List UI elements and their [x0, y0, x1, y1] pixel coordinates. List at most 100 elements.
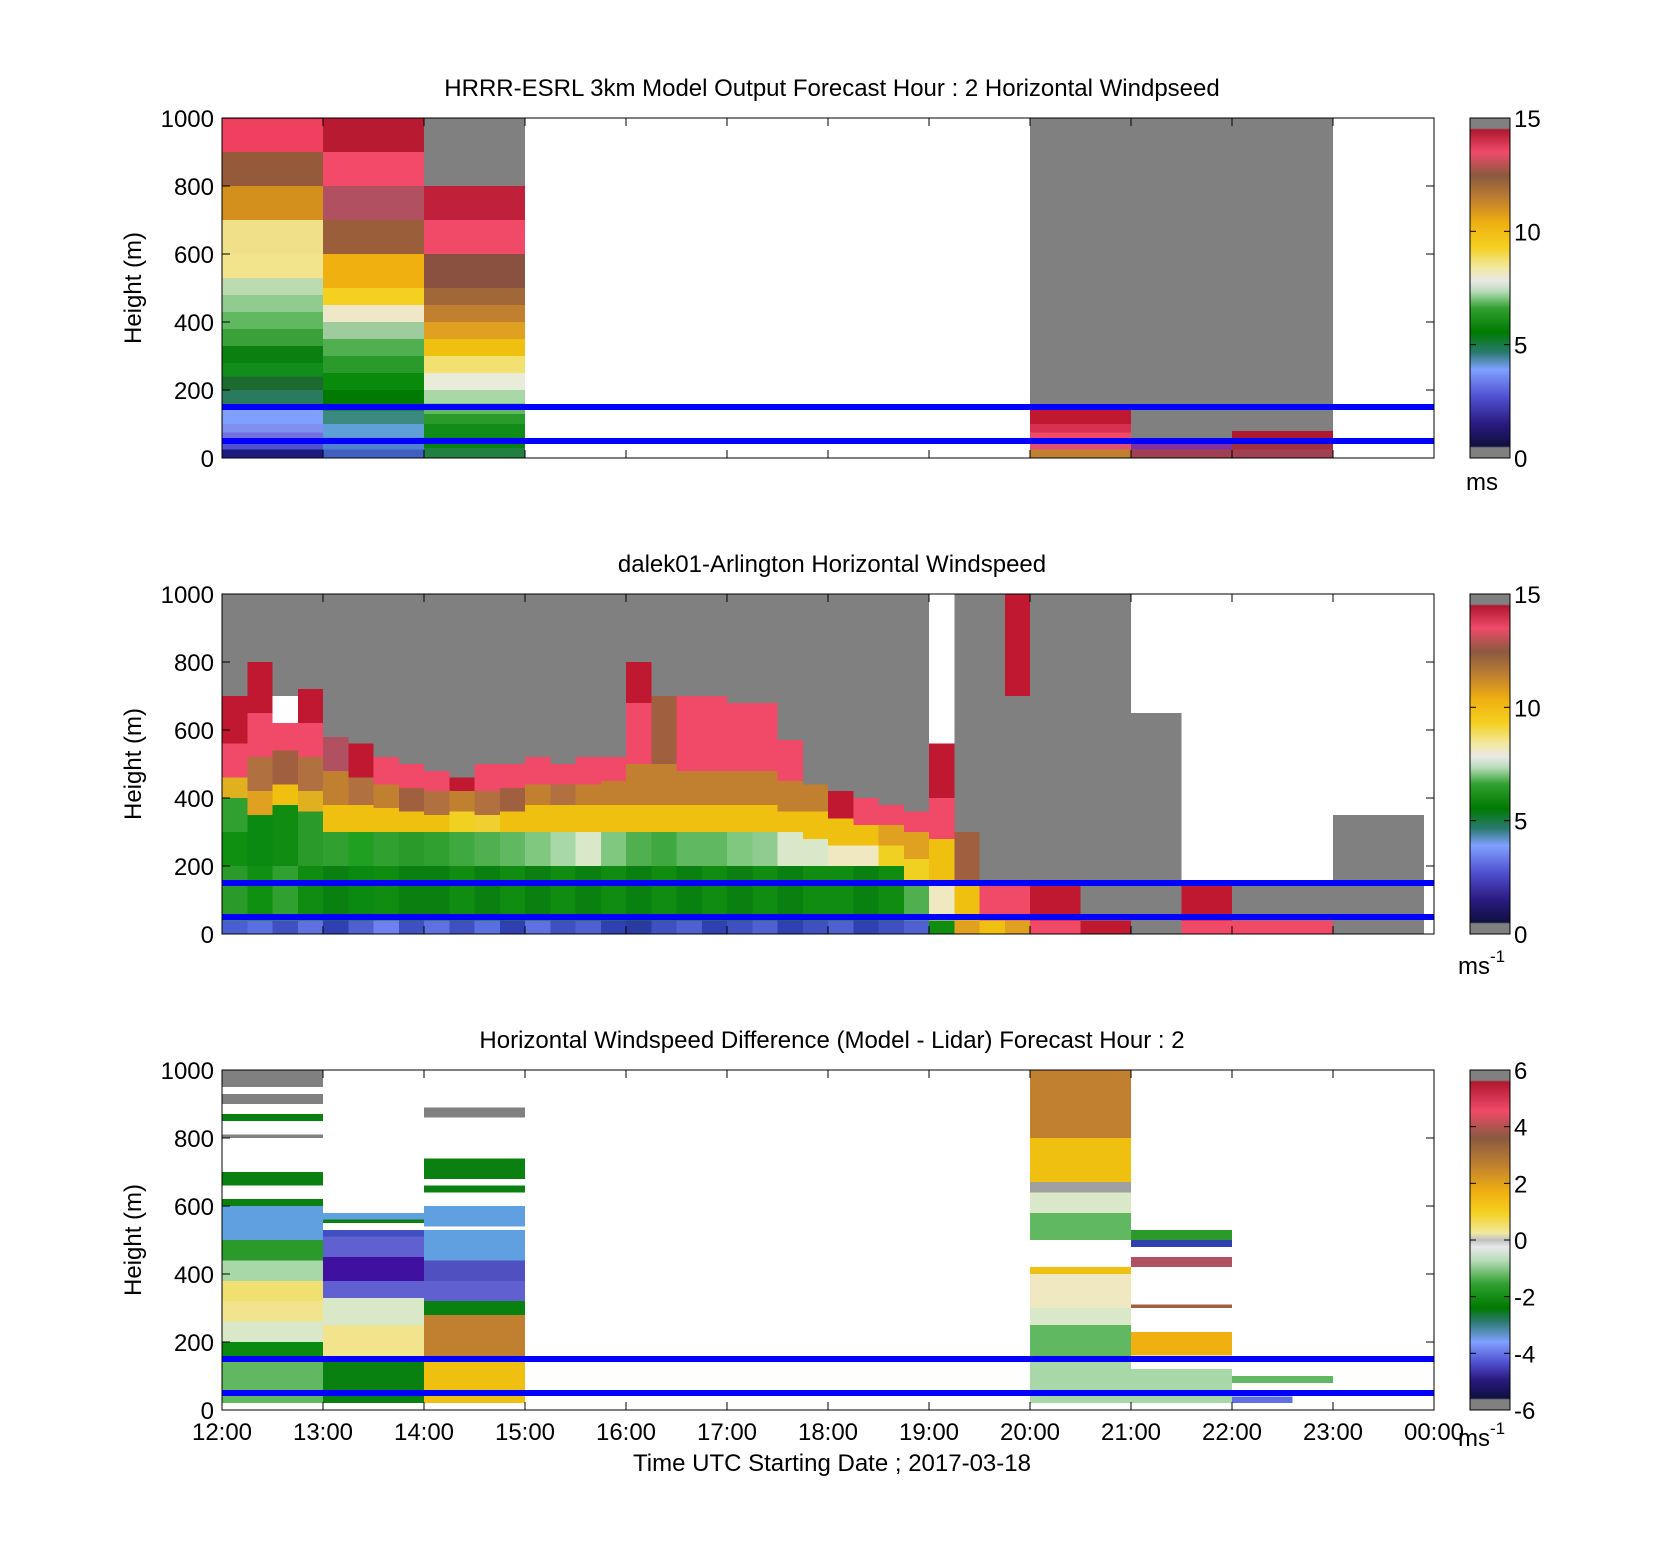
heatmap-cell	[853, 825, 879, 846]
heatmap-cell	[853, 594, 879, 798]
heatmap-cell	[752, 770, 778, 805]
heatmap-cell	[752, 832, 778, 866]
heatmap-cell	[1131, 441, 1232, 450]
heatmap-cell	[272, 920, 298, 934]
heatmap-cell	[600, 920, 626, 934]
heatmap-cell	[802, 866, 828, 921]
heatmap-cell	[222, 866, 248, 921]
y-tick-label: 400	[174, 310, 214, 337]
heatmap-cell	[424, 1206, 525, 1227]
heatmap-cell	[474, 920, 500, 934]
heatmap-cell	[1030, 449, 1131, 458]
heatmap-cell	[424, 118, 525, 186]
heatmap-cell	[1030, 424, 1131, 433]
heatmap-cell	[348, 777, 374, 805]
heatmap-cell	[323, 1280, 424, 1298]
heatmap-cell	[323, 424, 424, 438]
heatmap-cell	[222, 1206, 323, 1240]
heatmap-cell	[525, 920, 551, 934]
heatmap-cell	[1131, 1304, 1232, 1308]
y-tick-label: 400	[174, 786, 214, 813]
heatmap-cell	[323, 920, 349, 934]
heatmap-cell	[323, 373, 424, 390]
heatmap-cell	[222, 186, 323, 220]
heatmap-cell	[777, 781, 803, 812]
heatmap-cell	[247, 662, 273, 713]
y-tick-label: 200	[174, 378, 214, 405]
heatmap-cell	[348, 866, 374, 921]
heatmap-cell	[1333, 815, 1424, 883]
heatmap-cell	[1030, 1359, 1131, 1404]
heatmap-cell	[272, 696, 298, 724]
y-tick-label: 0	[201, 1398, 214, 1425]
heatmap-cell	[398, 811, 424, 832]
heatmap-cell	[247, 791, 273, 815]
heatmap-cell	[424, 1158, 525, 1179]
heatmap-cell	[651, 920, 677, 934]
heatmap-cell	[323, 1219, 424, 1223]
colorbar-unit: ms-1	[1458, 947, 1505, 980]
heatmap-cell	[802, 784, 828, 812]
heatmap-cell	[222, 152, 323, 186]
heatmap-cell	[1131, 1240, 1232, 1247]
heatmap-cell	[272, 594, 298, 696]
heatmap-cell	[853, 798, 879, 826]
heatmap-cell	[323, 339, 424, 356]
heatmap-cell	[348, 920, 374, 934]
heatmap-cell	[222, 311, 323, 329]
heatmap-cell	[1030, 1274, 1131, 1308]
heatmap-cell	[323, 220, 424, 254]
y-tick-label: 400	[174, 1262, 214, 1289]
colorbar-tick-label: 4	[1514, 1115, 1527, 1142]
heatmap-cell	[828, 866, 854, 921]
heatmap-cell	[323, 118, 424, 152]
heatmap-cell	[449, 791, 475, 812]
heatmap-cell	[853, 845, 879, 866]
heatmap-cell	[222, 777, 248, 798]
heatmap-cell	[1004, 696, 1030, 883]
heatmap-cell	[1232, 1396, 1293, 1404]
heatmap-cell	[929, 594, 955, 744]
heatmap-cell	[323, 832, 349, 866]
heatmap-cell	[297, 757, 323, 792]
heatmap-cell	[424, 1359, 525, 1404]
heatmap-cell	[828, 920, 854, 934]
heatmap-cell	[373, 784, 399, 809]
heatmap-cell	[297, 791, 323, 812]
heatmap-cell	[954, 832, 980, 883]
heatmap-cell	[1030, 920, 1081, 934]
heatmap-cell	[954, 594, 980, 832]
heatmap-cell	[1030, 432, 1131, 441]
heatmap-cell	[903, 594, 929, 812]
heatmap-cell	[222, 1280, 323, 1302]
heatmap-cell	[424, 1229, 525, 1261]
y-tick-label: 600	[174, 242, 214, 269]
heatmap-cell	[424, 815, 450, 832]
heatmap-cell	[701, 920, 727, 934]
heatmap-cell	[828, 594, 854, 792]
heatmap-cell	[323, 410, 424, 424]
y-tick-label: 0	[201, 446, 214, 473]
heatmap-cell	[525, 594, 551, 758]
heatmap-cell	[954, 920, 980, 934]
heatmap-cell	[1030, 1070, 1131, 1138]
heatmap-cell	[449, 811, 475, 832]
heatmap-cell	[828, 818, 854, 846]
heatmap-cell	[424, 791, 450, 815]
heatmap-cell	[222, 1070, 323, 1087]
x-tick-label: 15:00	[495, 1419, 555, 1446]
heatmap-cell	[222, 1321, 323, 1342]
x-tick-label: 00:00	[1404, 1419, 1464, 1446]
heatmap-cell	[979, 594, 1005, 883]
heatmap-cell	[323, 1297, 424, 1325]
y-tick-label: 0	[201, 922, 214, 949]
heatmap-cell	[575, 920, 601, 934]
heatmap-cell	[222, 1199, 323, 1206]
heatmap-cell	[222, 1172, 323, 1186]
heatmap-cell	[626, 866, 652, 921]
x-tick-label: 19:00	[899, 1419, 959, 1446]
heatmap-cell	[676, 770, 702, 805]
heatmap-cell	[676, 832, 702, 866]
heatmap-cell	[348, 743, 374, 778]
